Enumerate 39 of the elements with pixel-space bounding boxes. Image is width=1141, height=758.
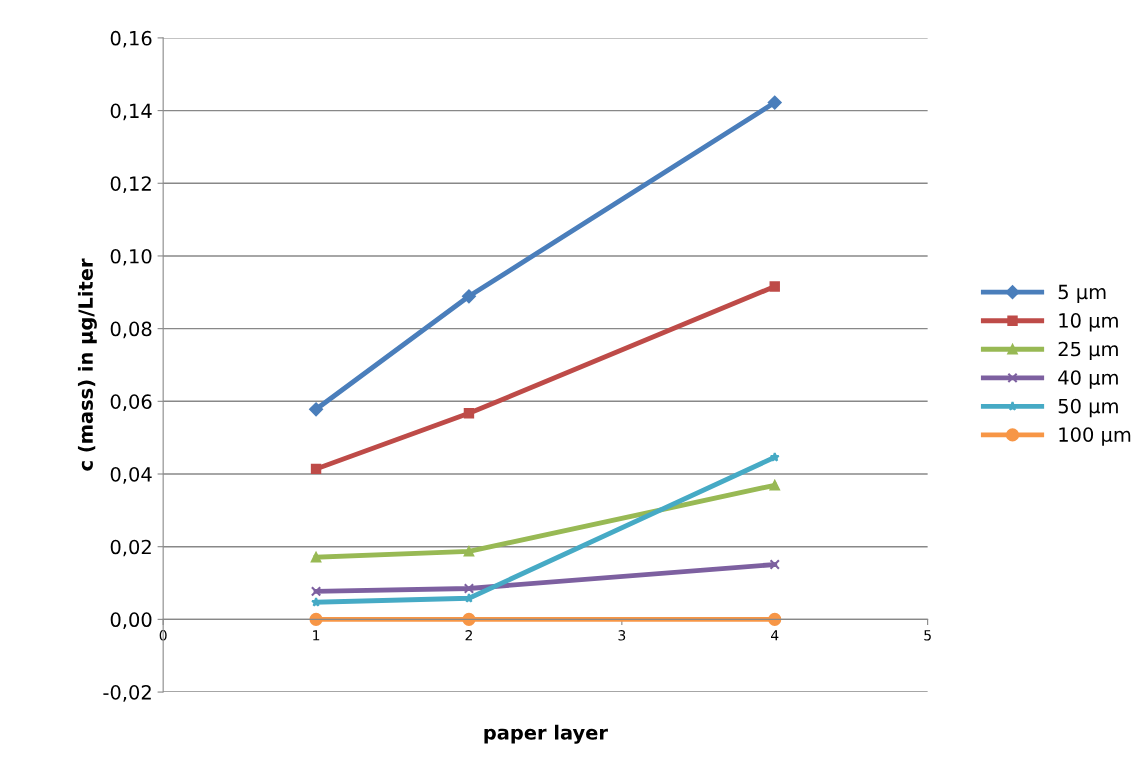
point [767,95,782,110]
point [769,559,780,570]
y-tick-label: 0,00 [110,612,152,630]
y-tick-label: 0,10 [110,248,152,266]
point [309,612,323,626]
y-tick-label: -0,02 [103,685,151,702]
x-tick-label: 3 [618,630,626,641]
y-tick-label: 0,08 [110,321,152,339]
point [462,289,476,304]
y-tick-label: 0,14 [110,103,152,121]
point [463,408,475,419]
legend-label: 5 µm [1058,284,1106,304]
legend-label: 25 µm [1058,341,1118,361]
y-tick-label: 0,04 [110,466,152,484]
legend-label: 50 µm [1058,398,1118,418]
y-tick-label: 0,12 [110,176,151,193]
x-tick-label: 5 [924,630,931,641]
x-tick-label: 0 [159,630,167,641]
y-axis-title: c (mass) in µg/Liter [77,258,97,471]
legend-label: 10 µm [1059,313,1118,332]
point [463,583,475,594]
x-tick-label: 1 [313,630,320,641]
point [769,281,780,292]
legend-label: 40 µm [1058,370,1118,389]
point [769,452,780,462]
x-axis-title: paper layer [484,724,608,744]
point [463,546,475,557]
point [769,480,780,491]
x-tick-label: 2 [465,630,472,641]
point [310,463,322,475]
point [309,402,323,417]
x-tick-label: 4 [771,630,779,641]
legend-label: 100 µm [1059,427,1131,446]
y-tick-label: 0,02 [110,539,151,557]
y-tick-label: 0,16 [110,30,152,48]
y-tick-label: 0,06 [110,394,152,411]
point [462,612,476,626]
point [768,612,782,626]
point [310,586,322,597]
